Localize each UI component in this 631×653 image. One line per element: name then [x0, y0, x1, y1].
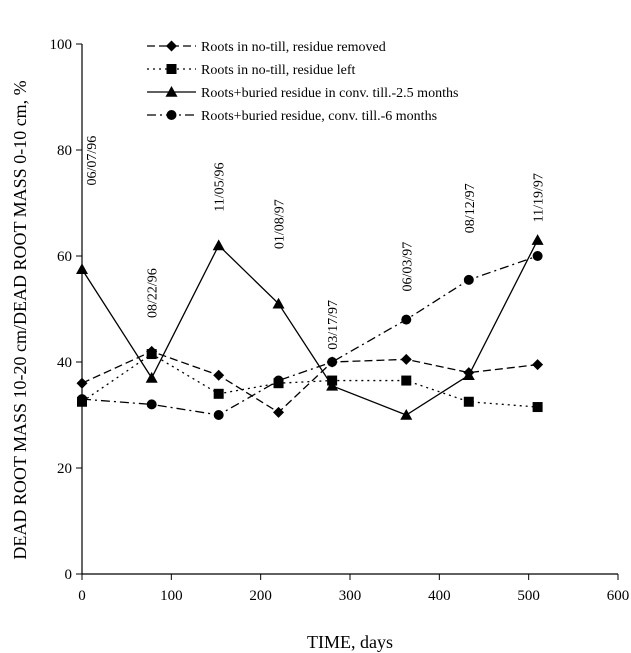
data-point — [145, 371, 158, 383]
data-point — [77, 394, 87, 405]
legend-marker — [166, 40, 177, 52]
legend: Roots in no-till, residue removed Roots i… — [147, 40, 458, 124]
y-tick-label: 40 — [57, 355, 72, 371]
y-tick-label: 100 — [50, 37, 73, 53]
date-annotation: 08/12/97 — [463, 183, 478, 233]
legend-label: Roots+buried residue in conv. till.-2.5 … — [201, 86, 458, 101]
x-tick-label: 300 — [339, 588, 362, 604]
legend-entry: Roots+buried residue, conv. till.-6 mont… — [147, 109, 437, 124]
data-point — [462, 369, 475, 381]
data-point — [531, 234, 544, 245]
series-line — [81, 239, 539, 416]
series-2 — [77, 349, 543, 413]
data-point — [272, 297, 285, 309]
date-annotation: 06/03/97 — [400, 242, 415, 292]
data-point — [213, 388, 224, 399]
data-point — [532, 359, 544, 371]
legend-marker — [166, 110, 177, 120]
data-point — [146, 349, 157, 360]
date-annotation: 01/08/97 — [273, 199, 288, 249]
legend-label: Roots in no-till, residue left — [201, 63, 355, 78]
annotation-layer: 06/07/96 08/22/96 11/05/96 01/08/97 03/17/97… — [85, 136, 547, 350]
data-point — [532, 251, 543, 261]
data-point — [401, 375, 412, 386]
date-annotation: 06/07/96 — [85, 136, 100, 186]
data-point — [273, 375, 284, 386]
legend-label: Roots+buried residue, conv. till.-6 mont… — [201, 109, 437, 124]
y-tick-label: 0 — [65, 567, 73, 583]
legend-entry: Roots+buried residue in conv. till.-2.5 … — [147, 86, 458, 101]
legend-marker — [165, 86, 178, 97]
data-point — [401, 314, 412, 325]
data-point — [463, 396, 474, 407]
legend-marker — [166, 64, 177, 74]
legend-entry: Roots in no-till, residue left — [147, 63, 355, 78]
y-axis-title: DEAD ROOT MASS 10-20 cm/DEAD ROOT MASS 0… — [10, 80, 30, 559]
data-point — [326, 379, 339, 391]
data-point — [463, 274, 474, 285]
data-point — [212, 239, 225, 251]
data-point — [400, 353, 412, 365]
data-point — [146, 399, 157, 410]
data-point — [400, 409, 413, 420]
data-point — [273, 406, 285, 418]
y-tick-label: 60 — [57, 249, 72, 265]
date-annotation: 11/19/97 — [532, 173, 547, 222]
data-point — [532, 402, 543, 413]
x-tick-label: 100 — [160, 588, 183, 604]
series-line — [81, 255, 538, 416]
data-point — [327, 357, 338, 367]
x-axis-title: TIME, days — [307, 632, 393, 652]
axes: 0 100 200 300 400 500 600 0 20 40 60 80 100 — [50, 37, 630, 604]
y-tick-label: 20 — [57, 461, 72, 477]
x-tick-label: 500 — [517, 588, 540, 604]
series-3 — [76, 234, 544, 420]
x-tick-label: 600 — [607, 588, 630, 604]
data-point — [76, 263, 88, 275]
data-point — [213, 369, 225, 381]
data-point — [76, 377, 88, 389]
series-4 — [77, 251, 543, 420]
date-annotation: 11/05/96 — [213, 162, 228, 211]
x-tick-label: 400 — [428, 588, 451, 604]
legend-label: Roots in no-till, residue removed — [201, 40, 386, 55]
x-tick-label: 0 — [78, 588, 86, 604]
series-layer — [76, 234, 544, 420]
series-line — [81, 353, 538, 408]
x-tick-label: 200 — [249, 588, 272, 604]
data-point — [213, 410, 224, 420]
date-annotation: 03/17/97 — [326, 300, 341, 350]
legend-entry: Roots in no-till, residue removed — [147, 40, 386, 55]
date-annotation: 08/22/96 — [146, 268, 161, 318]
y-tick-label: 80 — [57, 143, 72, 159]
